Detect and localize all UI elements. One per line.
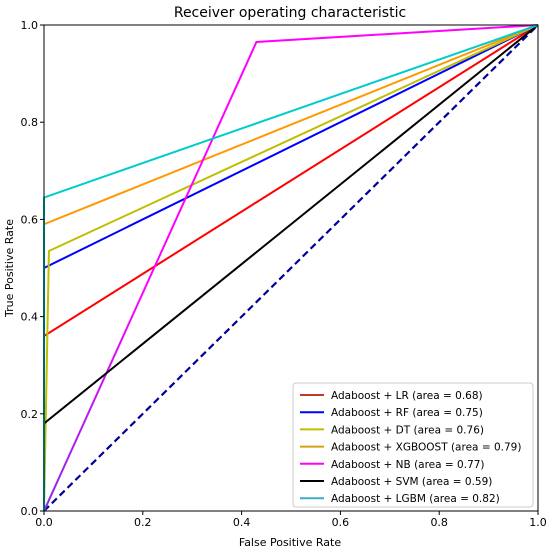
legend-entry-label: Adaboost + NB (area = 0.77) <box>331 459 485 471</box>
x-tick-label: 1.0 <box>529 516 547 529</box>
y-axis-ticks: 0.0 0.2 0.4 0.6 0.8 1.0 <box>21 19 44 518</box>
x-tick-label: 0.4 <box>233 516 251 529</box>
series-line-4 <box>43 24 539 512</box>
y-axis-label: True Positive Rate <box>3 219 16 318</box>
x-tick-label: 0.0 <box>35 516 53 529</box>
legend-entry-label: Adaboost + LGBM (area = 0.82) <box>331 493 500 505</box>
x-axis-label: False Positive Rate <box>239 536 341 549</box>
chart-title: Receiver operating characteristic <box>174 5 406 21</box>
y-tick-label: 0.2 <box>21 408 39 421</box>
x-axis-ticks: 0.0 0.2 0.4 0.6 0.8 1.0 <box>35 511 547 529</box>
legend-entry-label: Adaboost + DT (area = 0.76) <box>331 424 484 436</box>
x-tick-label: 0.6 <box>332 516 350 529</box>
legend-entry-label: Adaboost + XGBOOST (area = 0.79) <box>331 442 521 454</box>
x-tick-label: 0.2 <box>134 516 152 529</box>
series-line-2 <box>43 24 539 512</box>
y-tick-label: 0.0 <box>21 505 39 518</box>
y-tick-label: 0.4 <box>21 311 39 324</box>
legend-entry-label: Adaboost + SVM (area = 0.59) <box>331 476 492 488</box>
reference-diagonal-line <box>43 24 539 512</box>
legend-entry-label: Adaboost + LR (area = 0.68) <box>331 390 483 402</box>
plot-frame <box>43 24 539 512</box>
y-tick-label: 0.6 <box>21 213 39 226</box>
y-tick-label: 0.8 <box>21 116 39 129</box>
legend-box <box>292 382 534 508</box>
legend-entry-label: Adaboost + RF (area = 0.75) <box>331 407 483 419</box>
legend: Adaboost + LR (area = 0.68) Adaboost + RF… <box>292 382 534 508</box>
y-tick-label: 1.0 <box>21 19 39 32</box>
x-tick-label: 0.8 <box>430 516 448 529</box>
